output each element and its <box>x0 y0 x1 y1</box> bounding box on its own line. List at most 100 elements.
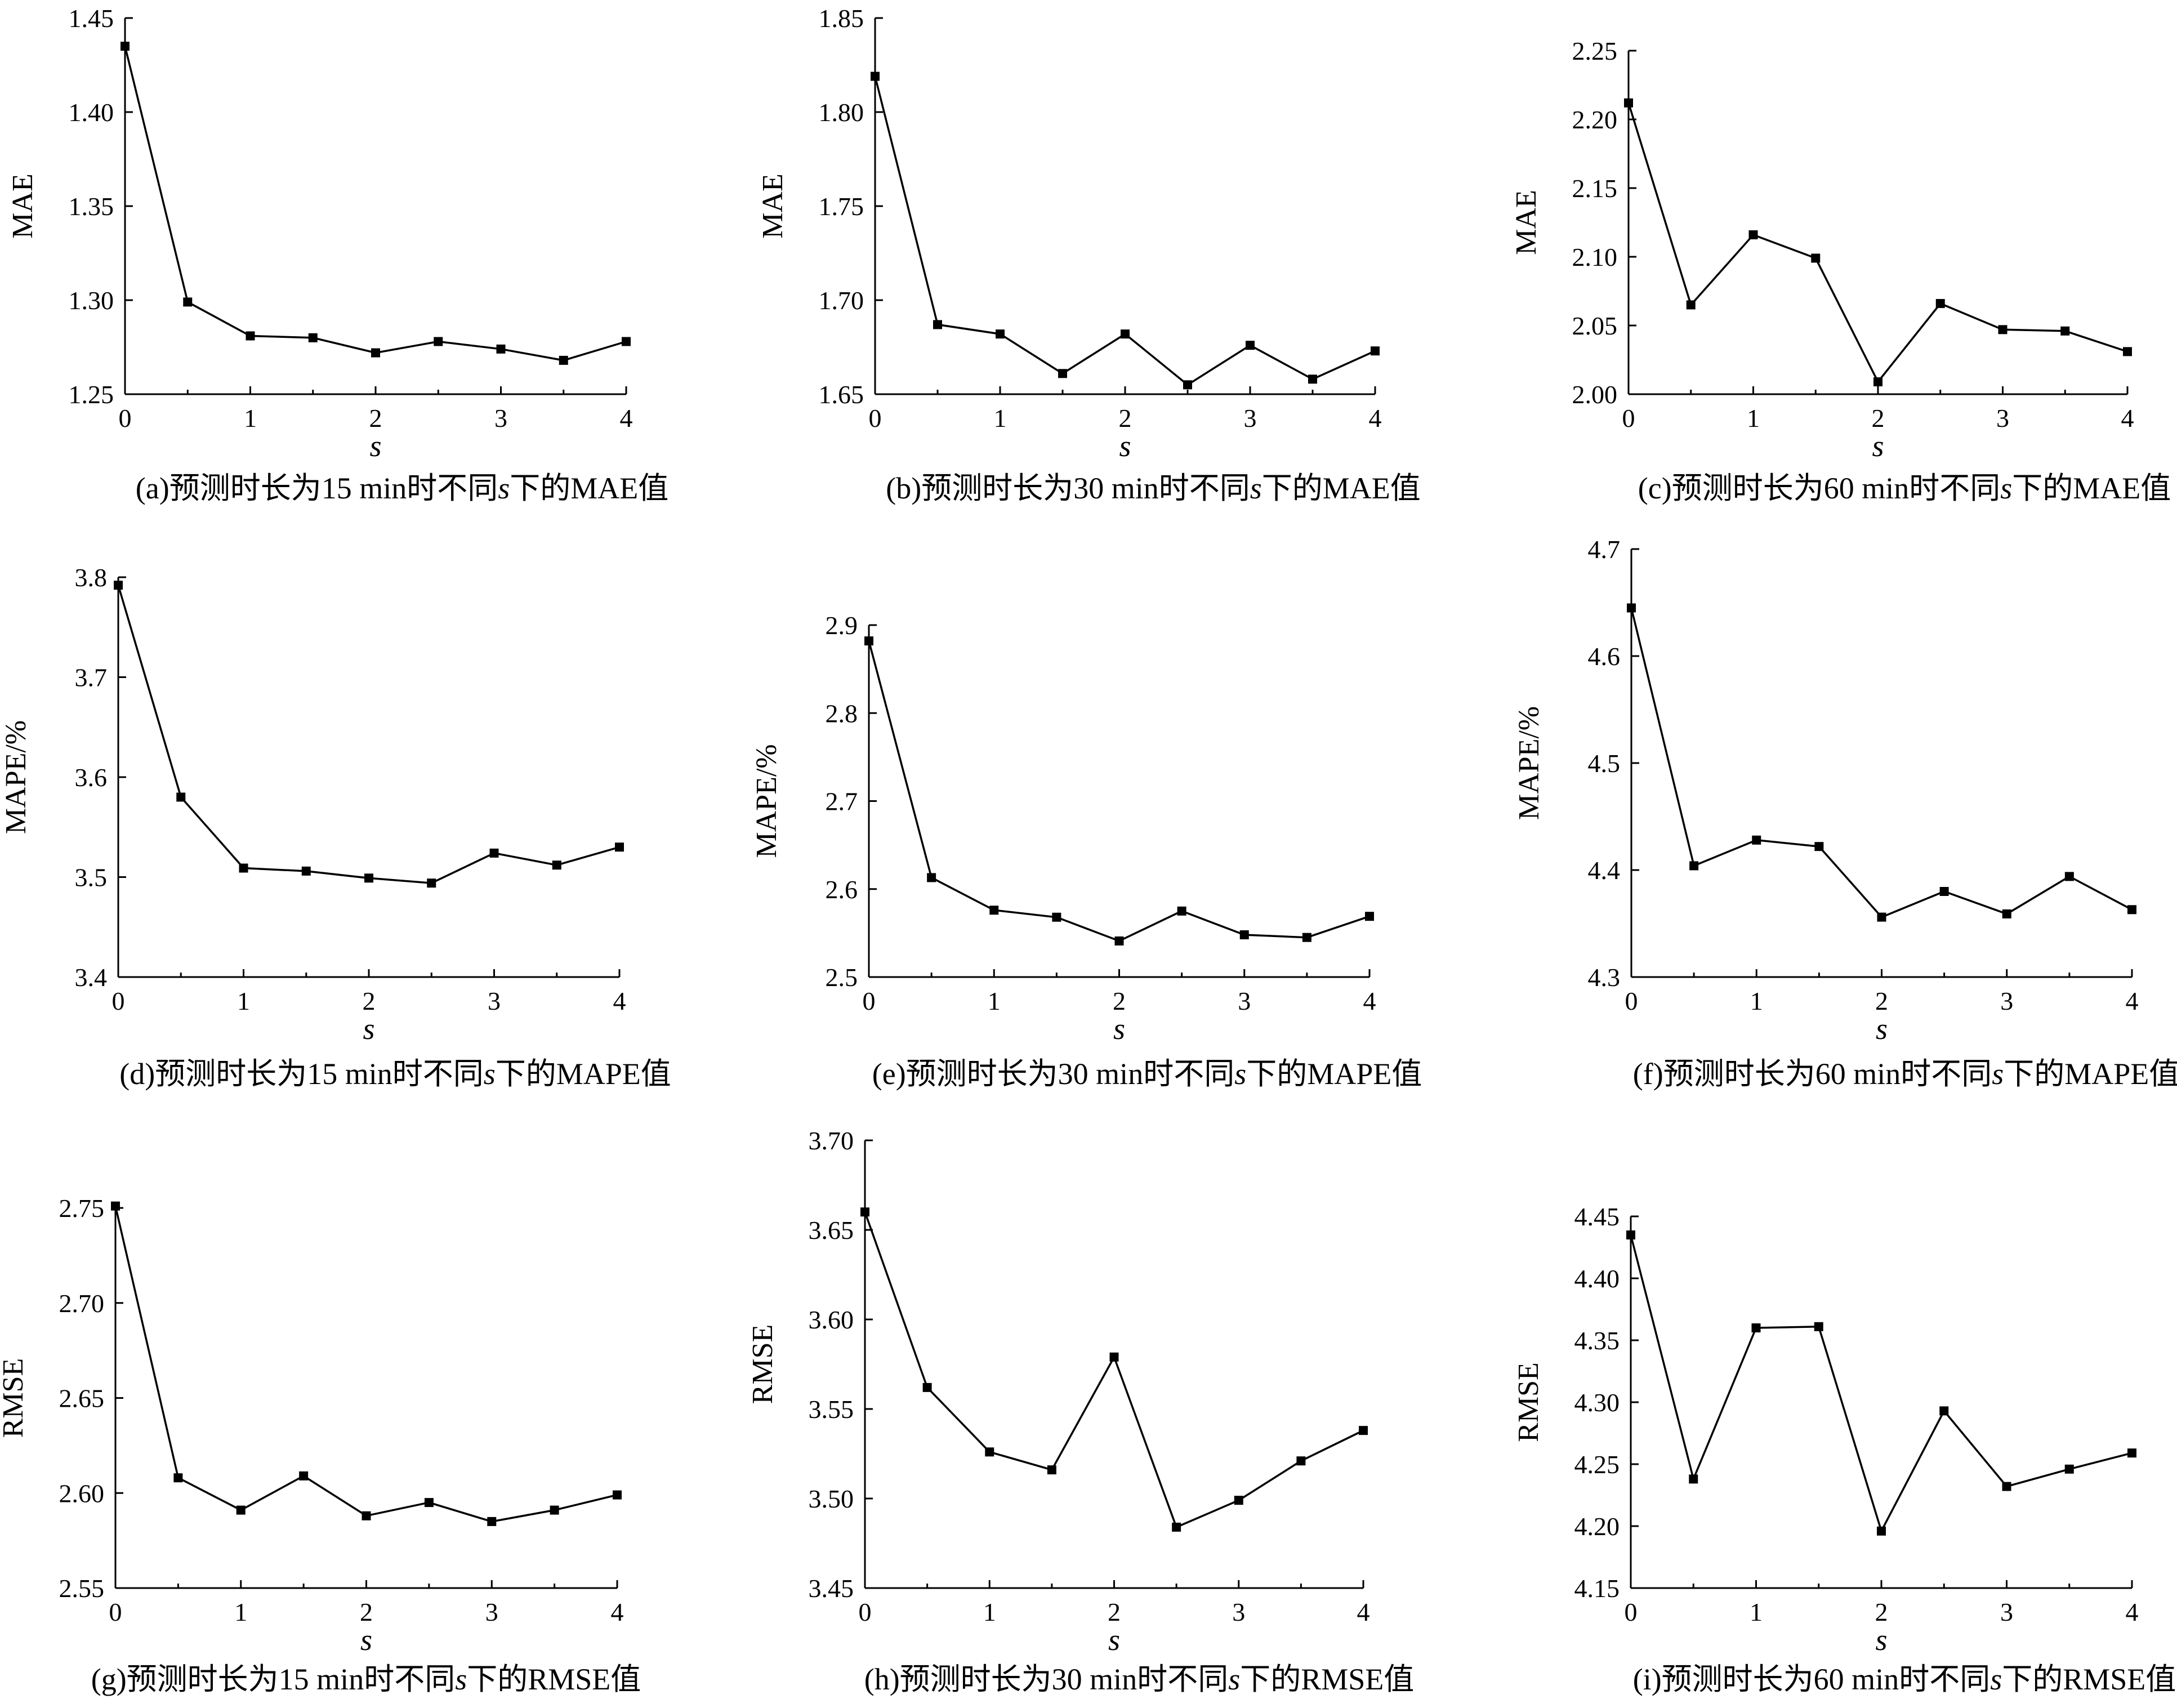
data-point <box>487 1517 497 1526</box>
x-tick-label: 2 <box>1108 1598 1121 1626</box>
caption-prefix: (e)预测时长为30 min时不同 <box>872 1057 1234 1091</box>
caption-suffix: 下的MAE值 <box>510 471 668 505</box>
x-tick-label: 0 <box>1625 1598 1638 1626</box>
x-axis-title: s <box>360 1623 372 1657</box>
y-axis-title: MAPE/% <box>1513 706 1545 820</box>
y-tick-label: 2.60 <box>59 1479 105 1508</box>
data-point <box>2127 905 2136 915</box>
caption-variable: s <box>1228 1662 1240 1696</box>
y-tick-label: 4.30 <box>1574 1388 1620 1417</box>
panel-caption: (d)预测时长为15 min时不同s下的MAPE值 <box>119 1057 671 1091</box>
y-tick-label: 2.6 <box>826 875 858 904</box>
data-point <box>1939 887 1949 896</box>
data-point <box>1058 369 1067 378</box>
data-point <box>613 1490 622 1500</box>
caption-prefix: (c)预测时长为60 min时不同 <box>1638 471 2000 505</box>
data-point <box>559 355 568 365</box>
data-point <box>111 1201 120 1211</box>
caption-variable: s <box>1992 1057 2004 1091</box>
data-point <box>1246 341 1255 350</box>
caption-suffix: 下的MAPE值 <box>1246 1057 1422 1091</box>
x-tick-label: 1 <box>1750 987 1763 1015</box>
x-tick-label: 1 <box>1750 1598 1763 1626</box>
data-point <box>1935 298 1945 308</box>
y-tick-label: 2.8 <box>826 699 858 728</box>
y-tick-label: 2.70 <box>59 1289 105 1318</box>
x-tick-label: 3 <box>1996 404 2009 432</box>
data-point <box>1748 230 1758 239</box>
y-tick-label: 1.80 <box>819 98 864 127</box>
x-tick-label: 1 <box>988 987 1001 1015</box>
y-tick-label: 4.4 <box>1588 856 1621 885</box>
data-point <box>552 860 561 870</box>
y-tick-label: 4.45 <box>1574 1202 1620 1231</box>
x-tick-label: 4 <box>613 987 626 1015</box>
y-axis-title: MAE <box>1510 190 1542 255</box>
y-tick-label: 2.9 <box>826 611 858 640</box>
data-point <box>239 863 248 873</box>
data-point <box>2064 872 2074 881</box>
chart-panel-g: 2.552.602.652.702.750 1 2 3 4RMSEs(g)预测时长为15… <box>0 1194 641 1696</box>
x-tick-label: 3 <box>1238 987 1251 1015</box>
data-point <box>922 1383 932 1392</box>
y-tick-label: 4.15 <box>1574 1574 1620 1603</box>
x-axis-title: s <box>1875 1623 1887 1657</box>
x-axis-title: s <box>1108 1623 1120 1657</box>
data-point <box>299 1471 309 1480</box>
data-point <box>1873 377 1882 387</box>
x-tick-label: 2 <box>1875 1598 1888 1626</box>
y-tick-label: 2.15 <box>1572 174 1618 203</box>
data-point <box>1752 835 1761 845</box>
data-point <box>2002 909 2011 918</box>
y-tick-label: 1.65 <box>819 380 864 409</box>
y-tick-label: 3.7 <box>75 663 108 692</box>
y-tick-label: 3.45 <box>809 1574 854 1603</box>
y-tick-label: 1.35 <box>69 192 114 221</box>
data-point <box>308 333 318 342</box>
data-point <box>183 297 193 307</box>
caption-suffix: 下的MAPE值 <box>2004 1057 2177 1091</box>
caption-variable: s <box>2000 471 2012 505</box>
data-point <box>1811 253 1821 263</box>
x-tick-label: 0 <box>869 404 882 432</box>
data-point <box>173 1473 183 1483</box>
data-point <box>362 1511 371 1520</box>
y-tick-label: 2.7 <box>826 787 858 816</box>
x-tick-label: 4 <box>1369 404 1382 432</box>
data-point <box>424 1498 434 1508</box>
data-point <box>1365 912 1374 921</box>
y-tick-label: 2.05 <box>1572 311 1618 340</box>
data-point <box>1302 933 1311 942</box>
caption-variable: s <box>1234 1057 1246 1091</box>
data-point <box>1627 603 1636 613</box>
y-axis-title: MAE <box>7 173 39 239</box>
data-point <box>1686 300 1696 310</box>
y-tick-label: 3.60 <box>809 1305 854 1334</box>
data-point <box>860 1207 869 1217</box>
x-tick-label: 1 <box>234 1598 247 1626</box>
data-point <box>1359 1426 1368 1435</box>
x-tick-label: 4 <box>2126 1598 2139 1626</box>
data-point <box>2123 347 2132 356</box>
x-tick-label: 1 <box>983 1598 996 1626</box>
y-axis-title: RMSE <box>0 1358 29 1438</box>
data-point <box>933 320 942 329</box>
caption-variable: s <box>1250 471 1262 505</box>
data-point <box>615 842 624 852</box>
y-axis-title: MAPE/% <box>0 720 32 834</box>
x-tick-label: 4 <box>1363 987 1376 1015</box>
x-tick-label: 0 <box>863 987 876 1015</box>
data-point <box>1239 930 1249 939</box>
data-point <box>989 906 999 915</box>
x-axis-title: s <box>1119 429 1131 463</box>
data-point <box>622 337 631 346</box>
y-tick-label: 3.5 <box>75 863 108 892</box>
series-line <box>1630 1234 2133 1534</box>
x-tick-label: 1 <box>244 404 257 432</box>
caption-prefix: (g)预测时长为15 min时不同 <box>91 1662 455 1696</box>
y-axis-title: MAPE/% <box>751 744 783 858</box>
panel-caption: (h)预测时长为30 min时不同s下的RMSE值 <box>864 1662 1415 1696</box>
data-point <box>1998 325 2008 335</box>
y-tick-label: 4.25 <box>1574 1450 1620 1479</box>
x-tick-label: 2 <box>369 404 382 432</box>
